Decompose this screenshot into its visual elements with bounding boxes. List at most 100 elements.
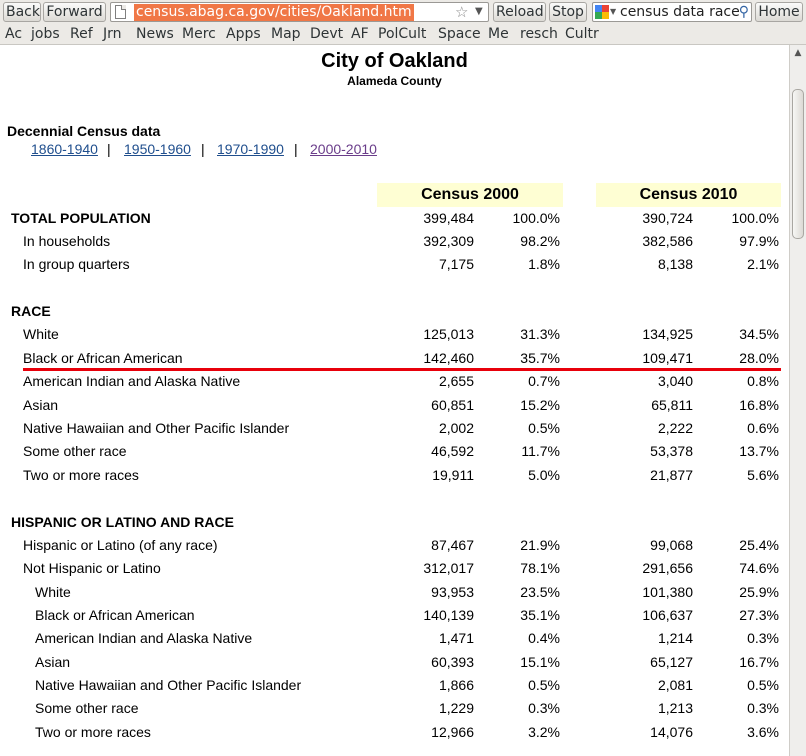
row-label: In households bbox=[23, 233, 111, 249]
percent-2010: 0.3% bbox=[747, 630, 779, 646]
count-2000: 60,393 bbox=[431, 654, 474, 670]
percent-2010: 27.3% bbox=[739, 607, 779, 623]
count-2010: 99,068 bbox=[650, 537, 693, 553]
percent-2010: 28.0% bbox=[739, 350, 779, 366]
table-row: Some other race 46,592 11.7% 53,378 13.7% bbox=[0, 440, 789, 462]
count-2010: 2,222 bbox=[657, 420, 693, 436]
row-label: American Indian and Alaska Native bbox=[23, 373, 241, 389]
percent-2000: 21.9% bbox=[520, 537, 560, 553]
scrollbar-thumb[interactable] bbox=[792, 89, 804, 239]
table-row: HISPANIC OR LATINO AND RACE bbox=[0, 511, 789, 533]
count-2000: 140,139 bbox=[423, 607, 474, 623]
bookmark-item[interactable]: Merc bbox=[182, 26, 216, 42]
stop-button[interactable]: Stop bbox=[549, 2, 587, 22]
url-text[interactable]: census.abag.ca.gov/cities/Oakland.htm bbox=[134, 4, 414, 21]
bookmark-item[interactable]: Apps bbox=[226, 26, 261, 42]
bookmark-item[interactable]: Space bbox=[438, 26, 481, 42]
reload-button[interactable]: Reload bbox=[493, 2, 546, 22]
back-button[interactable]: Back bbox=[3, 2, 41, 22]
table-row: White 125,013 31.3% 134,925 34.5% bbox=[0, 323, 789, 345]
bookmark-item[interactable]: jobs bbox=[31, 26, 60, 42]
bookmark-item[interactable]: Me bbox=[488, 26, 509, 42]
percent-2000: 31.3% bbox=[520, 326, 560, 342]
row-label: Asian bbox=[23, 397, 59, 413]
bookmarks-bar: Ac jobs Ref Jrn News Merc Apps Map Devt … bbox=[0, 24, 806, 45]
percent-2000: 0.3% bbox=[528, 700, 560, 716]
section-heading: HISPANIC OR LATINO AND RACE bbox=[11, 514, 234, 530]
url-bar[interactable]: census.abag.ca.gov/cities/Oakland.htm ☆ … bbox=[110, 2, 489, 22]
percent-2010: 16.8% bbox=[739, 397, 779, 413]
era-link-1860-1940[interactable]: 1860-1940 bbox=[31, 141, 98, 157]
section-heading: RACE bbox=[11, 303, 51, 319]
percent-2010: 97.9% bbox=[739, 233, 779, 249]
scroll-up-arrow-icon[interactable]: ▲ bbox=[794, 48, 802, 58]
bookmark-star-icon[interactable]: ☆ bbox=[455, 3, 469, 21]
page-icon bbox=[115, 5, 126, 19]
table-row: In households 392,309 98.2% 382,586 97.9% bbox=[0, 230, 789, 252]
vertical-scrollbar[interactable]: ▲ bbox=[789, 45, 806, 756]
count-2000: 312,017 bbox=[423, 560, 474, 576]
row-label: Asian bbox=[35, 654, 71, 670]
era-link-2000-2010[interactable]: 2000-2010 bbox=[310, 141, 377, 157]
bookmark-item[interactable]: Map bbox=[271, 26, 301, 42]
count-2010: 8,138 bbox=[657, 256, 693, 272]
forward-button[interactable]: Forward bbox=[43, 2, 106, 22]
percent-2000: 0.7% bbox=[528, 373, 560, 389]
table-row: Black or African American 142,460 35.7% 109… bbox=[0, 347, 789, 369]
bookmark-item[interactable]: Jrn bbox=[103, 26, 122, 42]
bookmark-item[interactable]: Ac bbox=[5, 26, 23, 42]
percent-2010: 0.6% bbox=[747, 420, 779, 436]
table-row: Native Hawaiian and Other Pacific Island… bbox=[0, 674, 789, 696]
percent-2010: 25.4% bbox=[739, 537, 779, 553]
percent-2010: 74.6% bbox=[739, 560, 779, 576]
percent-2000: 100.0% bbox=[512, 210, 560, 226]
search-bar[interactable]: ▼ census data race ⚲ bbox=[592, 2, 752, 22]
table-row: Asian 60,393 15.1% 65,127 16.7% bbox=[0, 651, 789, 673]
section-heading: TOTAL POPULATION bbox=[11, 210, 151, 226]
table-row: Two or more races 19,911 5.0% 21,877 5.6% bbox=[0, 464, 789, 486]
count-2000: 60,851 bbox=[431, 397, 474, 413]
search-engine-dropdown-icon[interactable]: ▼ bbox=[610, 7, 617, 16]
percent-2000: 0.5% bbox=[528, 677, 560, 693]
era-link-1950-1960[interactable]: 1950-1960 bbox=[124, 141, 191, 157]
row-label: Black or African American bbox=[23, 350, 183, 366]
count-2010: 1,214 bbox=[657, 630, 693, 646]
era-link-1970-1990[interactable]: 1970-1990 bbox=[217, 141, 284, 157]
bookmark-item[interactable]: PolCult bbox=[378, 26, 427, 42]
bookmark-item[interactable]: Devt bbox=[310, 26, 344, 42]
count-2000: 1,471 bbox=[438, 630, 474, 646]
decennial-heading: Decennial Census data bbox=[7, 123, 161, 139]
count-2010: 291,656 bbox=[642, 560, 693, 576]
url-dropdown-icon[interactable]: ▼ bbox=[475, 6, 483, 17]
bookmark-item[interactable]: News bbox=[136, 26, 174, 42]
percent-2000: 78.1% bbox=[520, 560, 560, 576]
highlight-underline bbox=[23, 368, 781, 371]
percent-2010: 16.7% bbox=[739, 654, 779, 670]
search-icon[interactable]: ⚲ bbox=[738, 4, 749, 20]
link-separator: | bbox=[294, 141, 298, 157]
percent-2010: 34.5% bbox=[739, 326, 779, 342]
bookmark-item[interactable]: Cultr bbox=[565, 26, 599, 42]
count-2000: 93,953 bbox=[431, 584, 474, 600]
percent-2000: 1.8% bbox=[528, 256, 560, 272]
count-2010: 21,877 bbox=[650, 467, 693, 483]
row-label: American Indian and Alaska Native bbox=[35, 630, 253, 646]
google-icon[interactable] bbox=[595, 5, 609, 19]
table-row: RACE bbox=[0, 300, 789, 322]
percent-2010: 0.8% bbox=[747, 373, 779, 389]
count-2000: 392,309 bbox=[423, 233, 474, 249]
home-button[interactable]: Home bbox=[755, 2, 803, 22]
bookmark-item[interactable]: resch bbox=[520, 26, 558, 42]
row-label: Native Hawaiian and Other Pacific Island… bbox=[23, 420, 290, 436]
table-row: Hispanic or Latino (of any race) 87,467 21… bbox=[0, 534, 789, 556]
count-2000: 1,866 bbox=[438, 677, 474, 693]
bookmark-item[interactable]: AF bbox=[351, 26, 369, 42]
table-row: Black or African American 140,139 35.1% 106… bbox=[0, 604, 789, 626]
search-input[interactable]: census data race bbox=[620, 4, 740, 20]
row-label: Native Hawaiian and Other Pacific Island… bbox=[35, 677, 302, 693]
count-2000: 399,484 bbox=[423, 210, 474, 226]
percent-2000: 5.0% bbox=[528, 467, 560, 483]
count-2000: 1,229 bbox=[438, 700, 474, 716]
link-separator: | bbox=[107, 141, 111, 157]
bookmark-item[interactable]: Ref bbox=[70, 26, 93, 42]
